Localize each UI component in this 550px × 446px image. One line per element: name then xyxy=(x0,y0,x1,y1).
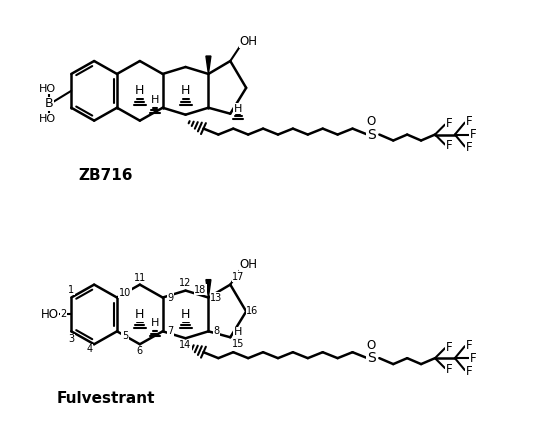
Text: 15: 15 xyxy=(232,339,244,349)
Text: 8: 8 xyxy=(213,326,219,336)
Polygon shape xyxy=(206,280,211,297)
Text: O: O xyxy=(367,339,376,352)
Text: ZB716: ZB716 xyxy=(79,168,133,183)
Text: OH: OH xyxy=(239,35,257,48)
Text: H: H xyxy=(234,327,243,337)
Text: 9: 9 xyxy=(168,293,174,302)
Text: F: F xyxy=(446,341,452,354)
Text: H: H xyxy=(234,104,243,114)
Text: F: F xyxy=(446,363,452,376)
Text: 14: 14 xyxy=(179,340,192,350)
Polygon shape xyxy=(206,56,211,74)
Text: S: S xyxy=(367,128,376,141)
Text: 7: 7 xyxy=(168,326,174,336)
Text: H: H xyxy=(135,308,145,321)
Text: HO: HO xyxy=(39,114,56,124)
Text: 16: 16 xyxy=(246,306,258,317)
Text: 5: 5 xyxy=(122,331,128,341)
Text: H: H xyxy=(181,308,190,321)
Text: O: O xyxy=(367,115,376,128)
Text: F: F xyxy=(465,141,472,154)
Text: 13: 13 xyxy=(210,293,223,302)
Text: 4: 4 xyxy=(86,344,92,354)
Text: H: H xyxy=(181,84,190,97)
Text: H: H xyxy=(135,84,145,97)
Text: 6: 6 xyxy=(137,346,143,356)
Text: Fulvestrant: Fulvestrant xyxy=(57,392,155,406)
Text: B: B xyxy=(45,97,54,110)
Text: F: F xyxy=(465,364,472,378)
Text: OH: OH xyxy=(239,258,257,271)
Text: F: F xyxy=(470,351,476,365)
Text: F: F xyxy=(446,139,452,152)
Text: F: F xyxy=(446,117,452,130)
Text: HO: HO xyxy=(40,308,58,321)
Text: 2: 2 xyxy=(60,310,67,319)
Text: 17: 17 xyxy=(232,272,244,282)
Text: 12: 12 xyxy=(179,277,192,288)
Text: 11: 11 xyxy=(134,273,146,283)
Text: HO: HO xyxy=(39,84,56,94)
Text: F: F xyxy=(470,128,476,141)
Text: 18: 18 xyxy=(194,285,207,294)
Text: 10: 10 xyxy=(119,288,131,297)
Text: 3: 3 xyxy=(68,334,74,344)
Text: F: F xyxy=(465,115,472,128)
Text: S: S xyxy=(367,351,376,365)
Text: H: H xyxy=(151,318,159,328)
Text: 1: 1 xyxy=(68,285,74,294)
Text: F: F xyxy=(465,339,472,352)
Text: H: H xyxy=(151,95,159,105)
